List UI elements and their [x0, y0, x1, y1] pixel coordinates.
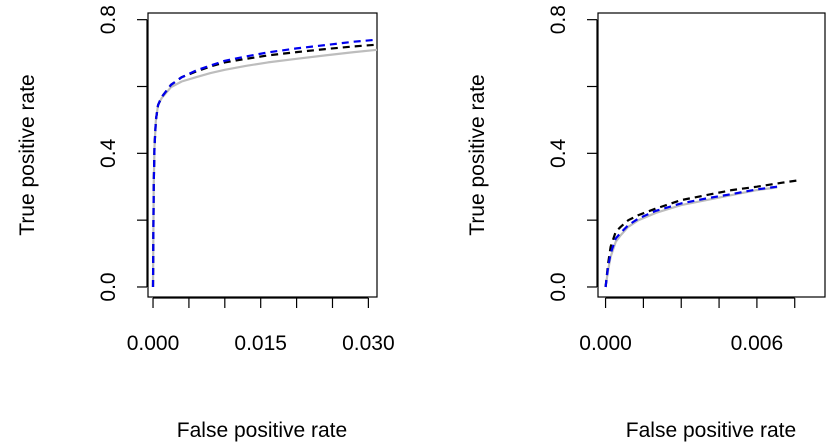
- x-axis-title-2: False positive rate: [626, 419, 796, 442]
- roc-panel-1: 0.000 0.015 0.030 0.0 0.4 0.8 False positive…: [16, 5, 395, 442]
- y-tick-label: 0.0: [97, 272, 120, 301]
- y-axis-title-2: True positive rate: [466, 74, 489, 235]
- y-tick-label: 0.4: [547, 138, 570, 168]
- y-axis-title-1: True positive rate: [16, 74, 39, 235]
- roc-series-line-2-3: [604, 185, 778, 288]
- x-tick-label: 0.006: [731, 332, 784, 355]
- y-tick-label: 0.4: [97, 138, 120, 168]
- plot-frame-2: [597, 12, 826, 298]
- roc-series-line-2-2: [604, 179, 800, 288]
- roc-series-line-1-3: [151, 38, 378, 288]
- x-axis-1: 0.000 0.015 0.030: [127, 297, 395, 355]
- y-tick-label: 0.8: [547, 5, 570, 34]
- x-tick-label: 0.000: [127, 332, 180, 355]
- roc-panel-2: 0.000 0.006 0.0 0.4 0.8 False positive rate…: [466, 5, 826, 442]
- x-tick-label: 0.015: [234, 332, 287, 355]
- x-tick-label: 0.030: [342, 332, 395, 355]
- y-axis-1: 0.0 0.4 0.8: [97, 5, 148, 302]
- x-axis-2: 0.000 0.006: [579, 297, 796, 355]
- x-tick-label: 0.000: [579, 332, 632, 355]
- series-group-1: [151, 38, 378, 288]
- y-tick-label: 0.8: [97, 5, 120, 34]
- y-axis-2: 0.0 0.4 0.8: [547, 5, 598, 302]
- x-axis-title-1: False positive rate: [177, 419, 347, 442]
- series-group-2: [604, 179, 800, 288]
- y-tick-label: 0.0: [547, 272, 570, 301]
- roc-series-line-1-1: [151, 48, 378, 288]
- plot-frame-1: [147, 12, 378, 298]
